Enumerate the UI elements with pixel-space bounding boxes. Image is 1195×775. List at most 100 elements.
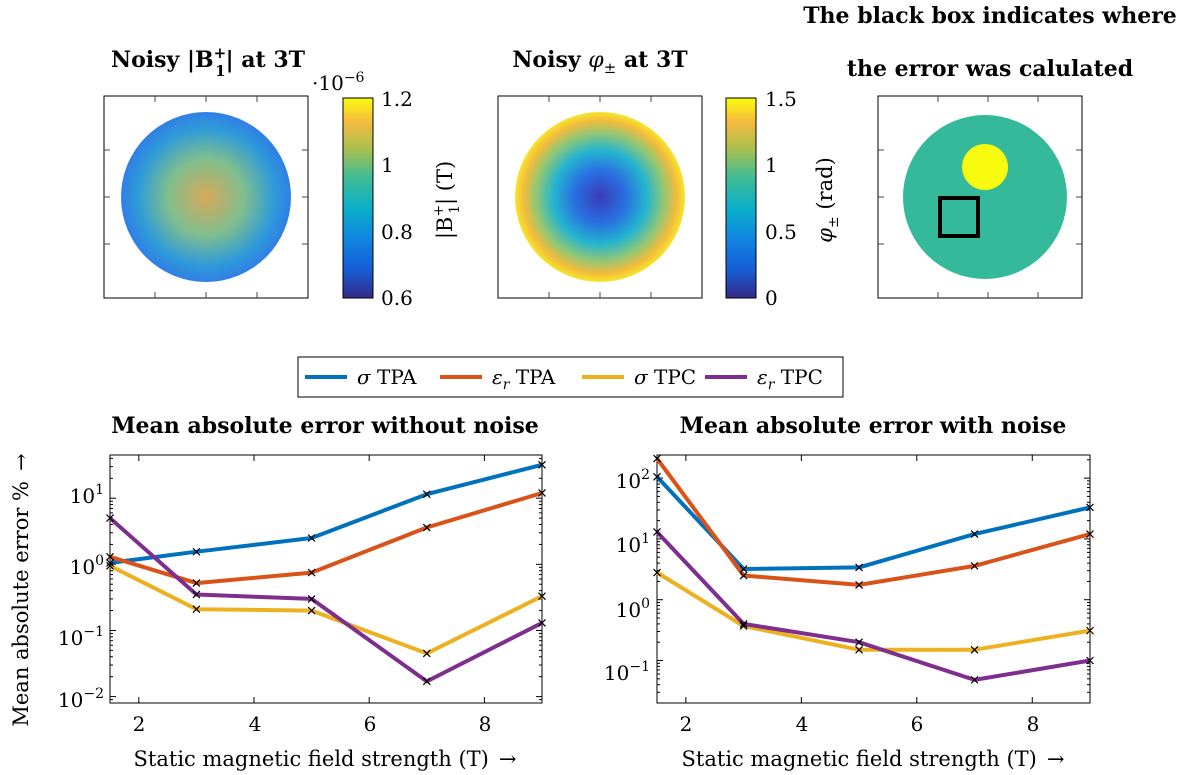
- magnitude-colorbar-tick: 0.6: [381, 286, 413, 310]
- svg-text:σ TPA: σ TPA: [357, 365, 417, 389]
- magnitude-map-panel: Noisy |B+ 1| at 3T ·10−6 1.2 1 0.8 0.6 |B…: [103, 44, 463, 310]
- data-point-marker: [192, 605, 201, 614]
- legend: σ TPA εr TPA σ TPC εr TPC: [297, 356, 844, 398]
- data-point-marker: [1086, 626, 1094, 635]
- data-point-marker: [307, 594, 316, 603]
- y-tick-label: 10−1: [58, 624, 104, 650]
- data-point-marker: [970, 675, 979, 684]
- magnitude-map-ticks: [104, 96, 308, 298]
- magnitude-colorbar-label: |B+1| (T): [431, 161, 463, 239]
- x-tick-label: 2: [133, 712, 146, 736]
- x-tick-label: 2: [680, 712, 693, 736]
- svg-text:σ TPC: σ TPC: [634, 365, 696, 389]
- series-line: [109, 491, 543, 586]
- plot-marker-layer: [106, 460, 546, 686]
- plot-frame: [656, 454, 1091, 704]
- legend-entry: σ TPC: [582, 365, 696, 389]
- data-point-marker: [1086, 530, 1094, 539]
- data-point-marker: [538, 592, 546, 601]
- data-point-marker: [106, 559, 114, 567]
- magnitude-map-image: [121, 112, 291, 282]
- data-point-marker: [1086, 503, 1094, 512]
- mask-inclusion-region: [962, 144, 1008, 190]
- phase-colorbar: [725, 97, 757, 299]
- data-point-marker: [653, 472, 661, 481]
- data-point-marker: [192, 579, 201, 588]
- plot-frame: [109, 454, 543, 704]
- data-point-marker: [653, 454, 661, 463]
- data-point-marker: [855, 638, 863, 647]
- phase-colorbar-label: φ± (rad): [813, 157, 842, 243]
- plot-tick-marks: [657, 455, 1090, 704]
- magnitude-colorbar-tick: 1: [381, 153, 394, 177]
- magnitude-colorbar-tick: 1.2: [381, 87, 413, 111]
- data-point-marker: [422, 649, 431, 658]
- data-point-marker: [970, 645, 979, 654]
- data-point-marker: [1086, 656, 1094, 665]
- x-tick-label: 4: [796, 712, 809, 736]
- data-point-marker: [307, 534, 316, 542]
- svg-text:εr TPA: εr TPA: [492, 365, 556, 393]
- svg-text:εr TPC: εr TPC: [757, 365, 823, 393]
- magnitude-colorbar: [342, 97, 374, 299]
- phase-map-panel: Noisy φ± at 3T 1.5 1 0.5 0 φ± (rad): [497, 47, 842, 310]
- phase-colorbar-tick: 1: [765, 153, 778, 177]
- data-point-marker: [653, 528, 661, 536]
- data-point-marker: [739, 565, 748, 573]
- legend-entry: σ TPA: [305, 365, 417, 389]
- data-point-marker: [970, 561, 979, 570]
- data-point-marker: [970, 530, 979, 539]
- data-point-marker: [538, 460, 546, 469]
- data-point-marker: [739, 619, 748, 628]
- plot-title: Mean absolute error without noise: [111, 413, 539, 439]
- phase-colorbar-ticks: 1.5 1 0.5 0: [765, 87, 797, 310]
- magnitude-colorbar-ticks: 1.2 1 0.8 0.6: [381, 87, 413, 310]
- data-point-marker: [739, 622, 748, 630]
- data-point-marker: [855, 581, 863, 589]
- data-point-marker: [307, 606, 316, 615]
- phase-colorbar-tick: 0.5: [765, 220, 797, 244]
- y-tick-labels: 102 101 100 10−1: [604, 467, 650, 685]
- data-point-marker: [739, 571, 748, 580]
- x-tick-label: 8: [479, 712, 492, 736]
- data-point-marker: [192, 590, 201, 599]
- y-tick-label: 101: [70, 482, 104, 508]
- y-axis-label: Mean absolute error %→: [9, 453, 33, 726]
- x-tick-label: 8: [1027, 712, 1040, 736]
- plot-series-layer: [655, 457, 1091, 682]
- mask-map-panel: The black box indicates where the error …: [803, 3, 1177, 299]
- data-point-marker: [106, 552, 114, 561]
- magnitude-colorbar-tick: 0.8: [381, 220, 413, 244]
- plot-tick-marks: [110, 455, 542, 704]
- legend-box: [297, 356, 844, 398]
- mask-map-title-line1: The black box indicates where: [803, 3, 1177, 29]
- data-point-marker: [855, 563, 863, 572]
- x-tick-label: 4: [249, 712, 262, 736]
- y-tick-labels: 101 100 10−1 10−2: [58, 482, 104, 712]
- data-point-marker: [422, 490, 431, 499]
- plot-title: Mean absolute error with noise: [680, 413, 1067, 439]
- data-point-marker: [192, 547, 201, 556]
- plot-marker-layer: [653, 454, 1094, 684]
- x-tick-labels: 2 4 6 8: [133, 712, 492, 736]
- data-point-marker: [538, 619, 546, 627]
- x-tick-label: 6: [911, 712, 924, 736]
- mask-map-ticks: [878, 96, 1082, 298]
- series-line: [655, 475, 1091, 571]
- x-axis-label: Static magnetic field strength (T) →: [682, 747, 1065, 771]
- data-point-marker: [422, 677, 431, 686]
- error-plot-without-noise: Mean absolute error without noise 2 4 6 …: [9, 413, 546, 771]
- data-point-marker: [653, 568, 661, 577]
- y-tick-label: 101: [616, 531, 650, 557]
- y-tick-label: 100: [616, 596, 650, 622]
- phase-map-title: Noisy φ± at 3T: [512, 47, 688, 77]
- y-tick-label: 10−1: [604, 659, 650, 685]
- mask-map-title-line2: the error was calulated: [847, 56, 1133, 82]
- data-point-marker: [106, 514, 114, 523]
- plot-series-layer: [108, 462, 543, 684]
- magnitude-colorbar-exponent: ·10−6: [312, 70, 365, 95]
- y-tick-label: 100: [70, 553, 104, 579]
- phase-colorbar-tick: 1.5: [765, 87, 797, 111]
- legend-entry: εr TPA: [440, 365, 556, 393]
